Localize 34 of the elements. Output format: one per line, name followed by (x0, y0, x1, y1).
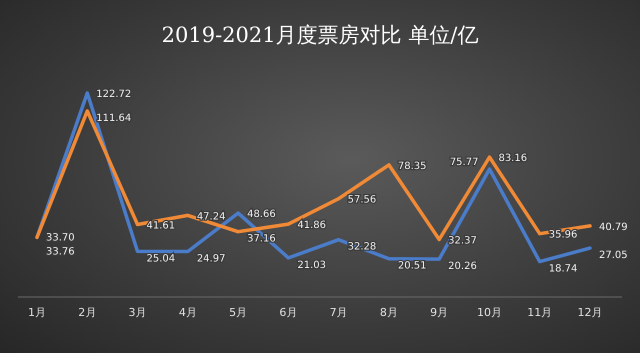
data-label: 57.56 (348, 194, 376, 206)
data-label: 47.24 (196, 211, 226, 222)
x-tick-label: 12月 (578, 306, 602, 319)
x-tick-label: 10月 (476, 306, 502, 319)
data-label: 21.03 (297, 260, 326, 271)
data-label: 48.66 (247, 209, 276, 220)
data-label: 33.76 (46, 246, 75, 258)
data-label: 75.77 (450, 157, 478, 168)
x-tick-label: 8月 (380, 306, 398, 319)
data-label: 18.74 (548, 264, 578, 275)
x-tick-label: 11月 (527, 306, 552, 319)
data-label: 41.61 (146, 220, 176, 232)
data-label: 111.64 (96, 112, 132, 124)
data-label: 25.04 (146, 253, 176, 264)
x-tick-label: 4月 (178, 306, 197, 319)
data-label: 27.05 (599, 250, 628, 262)
x-tick-label: 1月 (28, 306, 46, 319)
data-label: 35.96 (548, 230, 578, 241)
x-tick-label: 2月 (78, 306, 96, 319)
data-label: 40.79 (599, 222, 628, 233)
chart-title: 2019-2021月度票房对比 单位/亿 (162, 23, 478, 47)
x-tick-label: 3月 (128, 306, 147, 319)
data-label: 122.72 (96, 89, 132, 100)
data-label: 24.97 (196, 254, 226, 265)
data-label: 83.16 (498, 153, 528, 164)
x-tick-label: 6月 (279, 306, 298, 319)
data-label: 41.86 (297, 220, 326, 232)
x-tick-label: 9月 (430, 306, 448, 319)
x-tick-label: 7月 (330, 306, 348, 319)
data-label: 20.26 (448, 261, 477, 272)
data-label: 20.51 (398, 260, 427, 272)
x-tick-label: 5月 (229, 306, 248, 319)
data-label: 33.70 (46, 232, 75, 244)
data-label: 78.35 (398, 160, 427, 172)
